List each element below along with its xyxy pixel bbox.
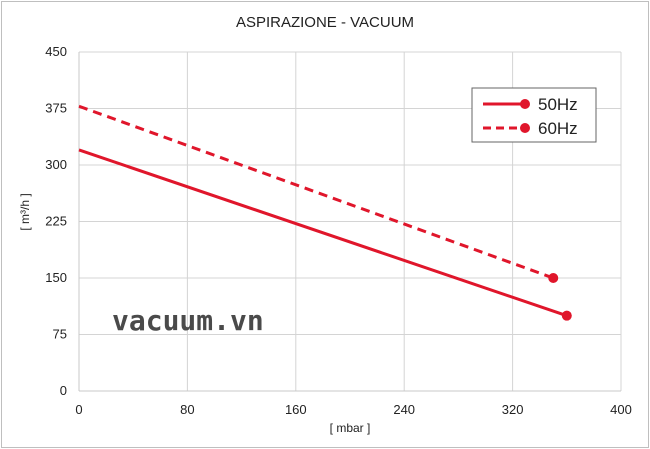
series-line-60Hz: [78, 104, 554, 280]
watermark: vacuum.vn: [112, 304, 264, 337]
y-tick-label: 300: [45, 157, 67, 172]
series-endpoint-60Hz: [548, 273, 559, 283]
legend-box: [471, 87, 597, 143]
y-tick-label: 75: [53, 327, 67, 342]
legend-marker-60Hz: [520, 123, 530, 133]
x-axis-label: [ mbar ]: [330, 421, 371, 435]
y-tick-label: 150: [45, 270, 67, 285]
legend-label-50Hz: 50Hz: [538, 95, 578, 114]
x-tick-label: 320: [502, 402, 524, 417]
series-endpoint-50Hz: [561, 310, 572, 321]
legend-marker-50Hz: [520, 99, 530, 109]
tick-labels: 0 75 150 225 300 375 450 0 80 160 240 320 400: [45, 44, 632, 417]
x-tick-label: 80: [180, 402, 194, 417]
chart-title: ASPIRAZIONE - VACUUM: [236, 14, 414, 31]
legend: 50Hz 60Hz: [471, 87, 597, 143]
y-tick-label: 375: [45, 101, 67, 116]
y-tick-label: 0: [60, 383, 67, 398]
x-tick-label: 240: [393, 402, 415, 417]
series-line-50Hz: [78, 148, 568, 318]
x-tick-label: 0: [75, 402, 82, 417]
y-tick-label: 225: [45, 214, 67, 229]
x-tick-label: 400: [610, 402, 632, 417]
y-axis-label: [ m³/h ]: [18, 193, 32, 230]
y-tick-label: 450: [45, 44, 67, 59]
x-tick-label: 160: [285, 402, 307, 417]
series-group: [78, 104, 572, 321]
legend-label-60Hz: 60Hz: [538, 119, 578, 138]
